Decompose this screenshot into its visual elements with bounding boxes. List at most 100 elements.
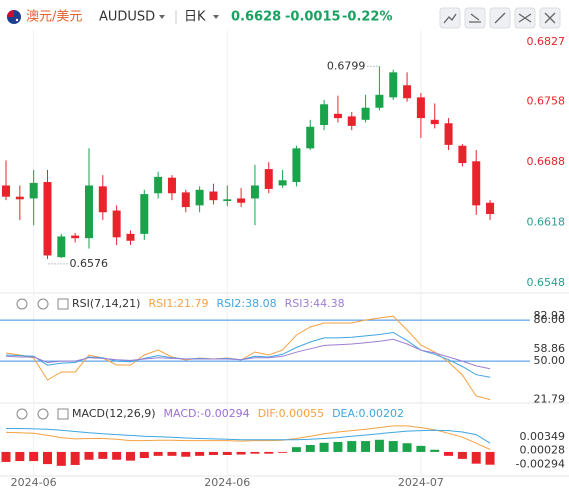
pair-name[interactable]: 澳元/美元: [26, 9, 82, 25]
macd-bar: [374, 439, 384, 452]
macd-bar: [167, 451, 177, 456]
candle-body: [71, 235, 80, 239]
y-tick-label: 0.6548: [527, 276, 566, 289]
candle-body: [223, 199, 232, 202]
y-tick-label: 0.6688: [527, 155, 566, 168]
dropdown-arrow[interactable]: [213, 15, 219, 19]
macd-bar: [29, 451, 39, 462]
legend-entry: DEA:0.00202: [332, 407, 404, 420]
candle-body: [347, 116, 356, 126]
candle-body: [320, 104, 329, 126]
y-tick-label: 0.6758: [527, 95, 566, 108]
macd-bar: [208, 451, 218, 455]
macd-bar: [250, 451, 260, 454]
candle-body: [250, 185, 259, 199]
y-tick-label: 0.00028: [520, 444, 566, 457]
macd-bar: [236, 451, 246, 455]
macd-bar: [361, 441, 371, 452]
y-tick-label: -0.00294: [516, 458, 565, 471]
macd-line: [6, 428, 491, 444]
candle-body: [472, 161, 481, 206]
candle-body: [2, 185, 10, 197]
y-tick-label: 82.93: [534, 309, 566, 322]
macd-bar: [305, 444, 315, 452]
candle-body: [154, 176, 163, 194]
candle-body: [333, 113, 342, 119]
y-tick-label: 0.6827: [527, 35, 566, 48]
macd-bar: [153, 451, 163, 456]
candle-body: [84, 185, 93, 239]
candle-body: [389, 72, 398, 98]
candle-body: [306, 126, 315, 149]
candle-body: [278, 180, 287, 186]
macd-bar: [485, 451, 495, 465]
panel-title: RSI(7,14,21): [72, 297, 140, 310]
macd-bar: [264, 451, 274, 454]
candle-body: [15, 196, 24, 200]
change: -0.0015: [285, 10, 341, 25]
macd-bar: [347, 441, 357, 452]
low-annotation: 0.6576: [69, 257, 108, 270]
macd-bar: [139, 451, 149, 459]
legend-entry: DIF:0.00055: [258, 407, 324, 420]
price: 0.6628: [231, 10, 281, 25]
macd-bar: [15, 451, 25, 462]
x-tick-label: 2024-06: [11, 476, 57, 489]
candle-body: [361, 107, 370, 120]
symbol[interactable]: AUDUSD: [99, 10, 155, 25]
macd-bar: [457, 451, 467, 459]
macd-bar: [84, 451, 94, 460]
macd-bar: [430, 449, 440, 452]
macd-bar: [1, 451, 11, 462]
macd-bar: [195, 451, 205, 456]
candle-body: [430, 119, 439, 125]
macd-bar: [278, 451, 288, 453]
toolbar-icons: [443, 12, 556, 24]
candle-body: [29, 182, 38, 199]
y-tick-label: 0.6618: [527, 216, 566, 229]
candle-body: [167, 177, 176, 194]
macd-bar: [471, 451, 481, 464]
period[interactable]: 日K: [184, 10, 206, 25]
candle-body: [209, 191, 218, 201]
macd-bar: [222, 451, 232, 455]
macd-bar: [291, 447, 301, 452]
candle-body: [57, 236, 66, 258]
macd-bar: [70, 451, 80, 465]
rsi-line: [5, 338, 491, 370]
high-annotation: 0.6799: [327, 59, 366, 72]
legend-entry: RSI2:38.08: [217, 297, 277, 310]
macd-line: [5, 425, 491, 450]
flag: [7, 10, 21, 24]
candle-body: [264, 169, 273, 189]
macd-bar: [319, 442, 329, 452]
macd-bar: [388, 441, 398, 452]
candle-body: [458, 145, 467, 164]
panel-title: MACD(12,26,9): [72, 407, 156, 420]
macd-bar: [333, 441, 343, 452]
candle-body: [195, 189, 204, 206]
macd-bar: [416, 445, 426, 452]
x-tick-label: 2024-07: [398, 476, 444, 489]
change-percent: -0.22%: [342, 10, 393, 25]
candle-body: [181, 192, 190, 208]
tool-button[interactable]: [464, 7, 486, 29]
x-tick-label: 2024-06: [204, 476, 250, 489]
candle-body: [375, 94, 384, 108]
candle-body: [416, 97, 425, 119]
candle-body: [486, 202, 495, 214]
y-tick-label: 21.79: [534, 393, 566, 406]
macd-bar: [98, 451, 108, 459]
legend-entry: RSI1:21.79: [148, 297, 208, 310]
candle-body: [126, 233, 135, 241]
macd-bar: [444, 451, 454, 456]
macd-bar: [125, 451, 135, 461]
dropdown-arrow[interactable]: [159, 15, 165, 19]
y-tick-label: 50.00: [534, 354, 566, 367]
candle-body: [43, 182, 52, 256]
y-tick-label: 0.00349: [520, 430, 566, 443]
macd-bar: [56, 451, 66, 466]
y-tick-label: 80.00: [534, 313, 566, 326]
